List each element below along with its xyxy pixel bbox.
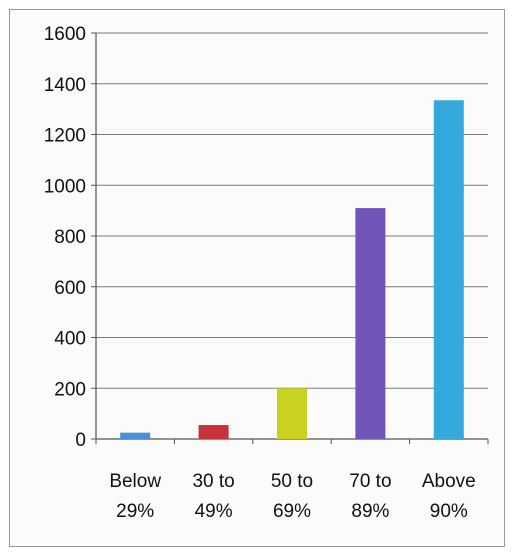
bar <box>433 100 464 440</box>
x-axis-labels: Below 29% 30 to 49% 50 to 69% 70 to 89% Above 90% <box>109 471 475 522</box>
x-category-label: 90% <box>430 501 468 522</box>
x-category-label: 70 to <box>349 471 391 492</box>
y-tick-label: 0 <box>75 430 86 451</box>
bar <box>198 425 229 439</box>
x-category-label: Below <box>109 471 161 492</box>
y-tick-label: 1400 <box>44 75 86 96</box>
y-tick-label: 800 <box>54 227 86 248</box>
x-category-label: 49% <box>195 501 233 522</box>
x-category-label: 29% <box>116 501 154 522</box>
bar <box>120 432 151 439</box>
y-tick-label: 200 <box>54 379 86 400</box>
y-tick-label: 600 <box>54 278 86 299</box>
chart-frame <box>9 9 505 547</box>
x-category-label: 50 to <box>271 471 313 492</box>
x-category-label: Above <box>422 471 476 492</box>
y-axis-ticks: 0 200 400 600 800 1000 1200 1400 1600 <box>44 24 86 451</box>
x-category-label: 89% <box>351 501 389 522</box>
axes <box>91 32 489 444</box>
bar <box>355 208 386 439</box>
y-tick-label: 1600 <box>44 24 86 45</box>
y-tick-label: 1000 <box>44 176 86 197</box>
y-tick-label: 400 <box>54 329 86 350</box>
bars <box>120 100 464 440</box>
x-category-label: 30 to <box>192 471 234 492</box>
x-category-label: 69% <box>273 501 311 522</box>
bar <box>277 388 307 439</box>
y-tick-label: 1200 <box>44 126 86 147</box>
gridlines <box>96 32 488 389</box>
